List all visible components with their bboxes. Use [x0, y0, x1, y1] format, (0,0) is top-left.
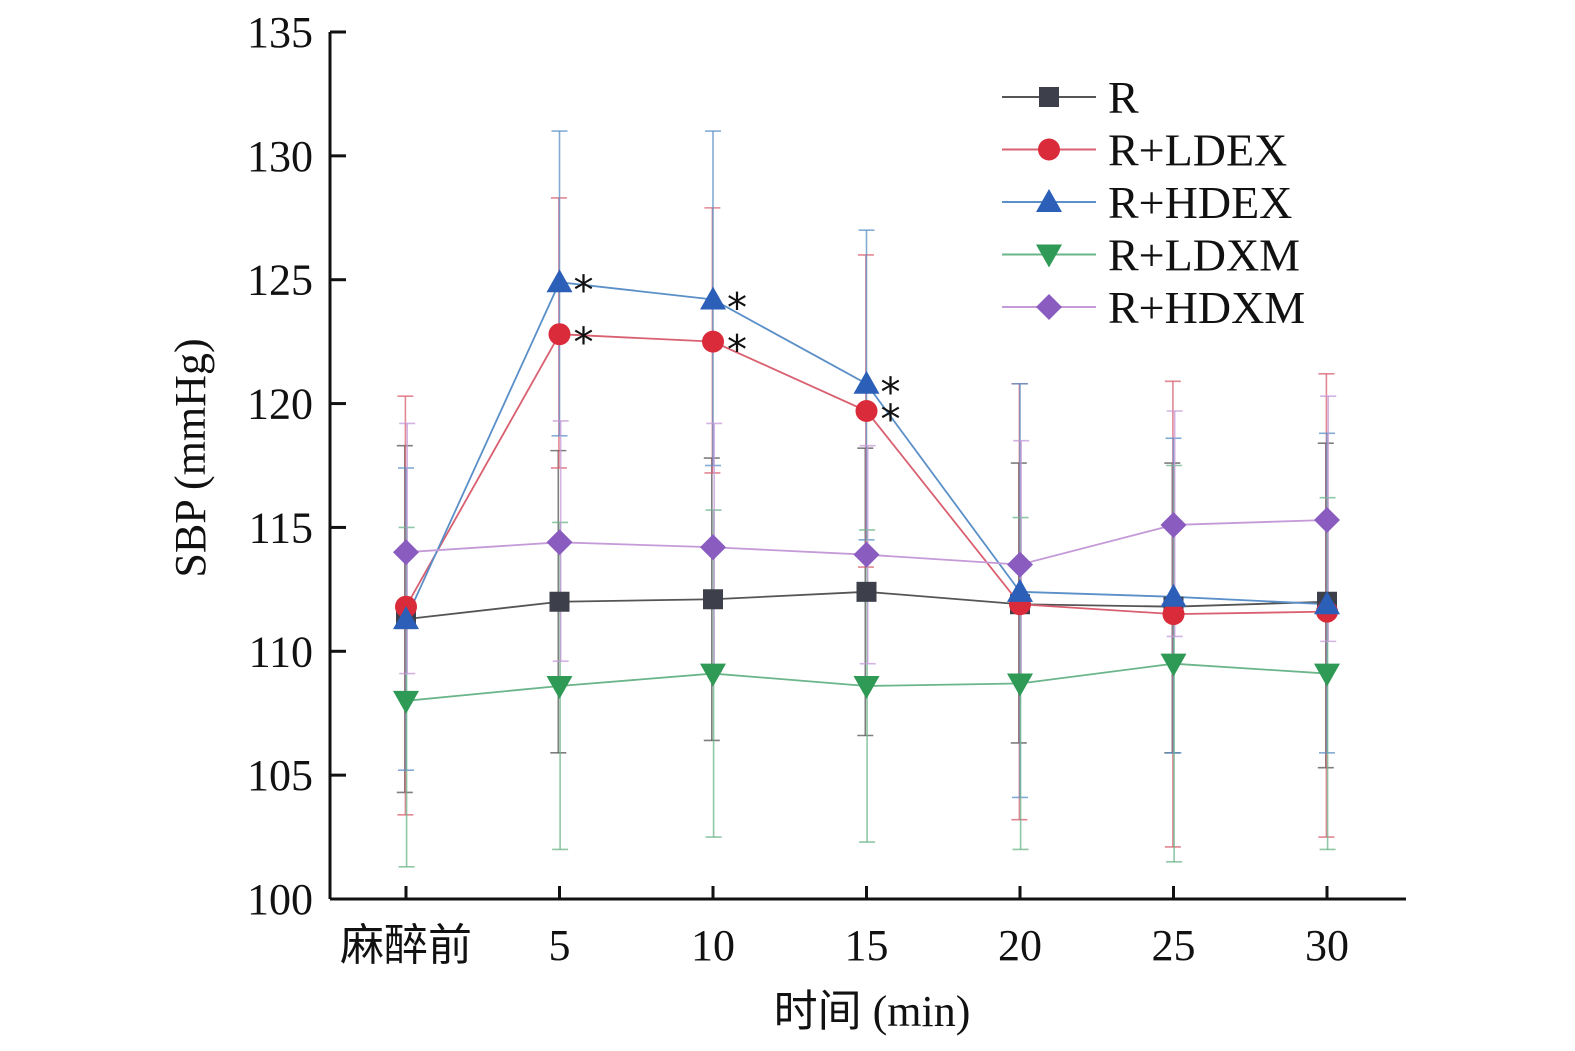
legend-marker-r — [1039, 87, 1059, 107]
x-tick-label: 5 — [549, 921, 571, 970]
legend-marker-r-ldex — [1038, 138, 1060, 161]
x-ticks: 麻醉前 5 10 15 20 25 30 — [340, 886, 1349, 970]
legend-label: R+HDEX — [1108, 177, 1292, 228]
point-r-hdxm — [700, 534, 726, 561]
significance-star: * — [881, 397, 901, 443]
legend-label: R+HDXM — [1108, 282, 1305, 333]
point-r — [703, 589, 723, 610]
y-ticks: 100 105 110 115 120 125 130 135 — [247, 8, 346, 924]
significance-star: * — [574, 320, 594, 366]
y-tick-label: 120 — [247, 380, 313, 429]
point-r-hdxm — [1314, 506, 1340, 533]
point-r-hdex — [700, 286, 726, 310]
significance-star: * — [727, 286, 747, 332]
point-r-hdex — [1314, 591, 1340, 615]
point-r-ldxm — [1160, 653, 1187, 677]
point-r-hdex — [853, 370, 880, 394]
y-tick-label: 100 — [247, 875, 313, 924]
x-tick-label: 25 — [1152, 921, 1196, 970]
point-r-ldxm — [853, 675, 880, 699]
legend-marker-r-hdex — [1036, 189, 1062, 212]
point-r — [856, 581, 877, 602]
point-r-ldxm — [1007, 673, 1033, 697]
x-tick-label: 10 — [691, 921, 735, 970]
significance-annotations: * *** ** — [574, 268, 901, 443]
x-tick-label: 15 — [845, 921, 889, 970]
point-r-hdxm — [393, 539, 419, 566]
y-tick-label: 135 — [247, 8, 313, 57]
legend-item-r-ldex: R+LDEX — [1002, 125, 1287, 176]
legend-item-r-hdxm: R+HDXM — [1002, 282, 1305, 333]
x-axis-title: 时间 (min) — [774, 987, 971, 1036]
legend-item-r-hdex: R+HDEX — [1002, 177, 1292, 228]
legend-label: R+LDXM — [1108, 230, 1300, 281]
significance-star: * — [727, 328, 747, 374]
legend-label: R+LDEX — [1108, 125, 1287, 176]
point-r-ldex — [702, 330, 724, 353]
point-r-ldex — [1162, 603, 1185, 626]
y-tick-label: 125 — [247, 256, 313, 305]
point-r-hdxm — [1160, 511, 1187, 538]
point-r-ldex — [855, 400, 878, 423]
series-markers — [393, 269, 1340, 714]
legend-marker-r-hdxm — [1036, 294, 1062, 320]
x-tick-label: 20 — [998, 921, 1042, 970]
legend-label: R — [1108, 72, 1139, 123]
point-r-ldxm — [546, 675, 573, 699]
point-r-hdex — [1160, 583, 1187, 607]
point-r-hdex — [1007, 578, 1033, 602]
legend-item-r: R — [1002, 72, 1139, 123]
point-r — [549, 591, 570, 612]
point-r-ldex — [548, 323, 571, 346]
point-r-hdex — [393, 606, 419, 630]
y-axis-title: SBP (mmHg) — [166, 338, 215, 577]
point-r-ldxm — [393, 690, 419, 714]
y-tick-label: 115 — [249, 503, 313, 552]
x-tick-label: 麻醉前 — [340, 921, 472, 970]
y-tick-label: 110 — [249, 627, 313, 676]
point-r-ldxm — [700, 663, 726, 687]
significance-star: * — [881, 370, 901, 416]
point-r-hdxm — [1007, 551, 1033, 578]
y-tick-label: 130 — [247, 132, 313, 181]
point-r-ldxm — [1314, 663, 1340, 687]
significance-star: * — [574, 268, 594, 314]
point-r-hdex — [546, 269, 573, 293]
x-tick-label: 30 — [1305, 921, 1349, 970]
point-r-hdxm — [853, 541, 880, 568]
point-r-hdxm — [546, 529, 573, 556]
legend-marker-r-ldxm — [1036, 244, 1062, 268]
y-tick-label: 105 — [247, 751, 313, 800]
legend-item-r-ldxm: R+LDXM — [1002, 230, 1300, 281]
